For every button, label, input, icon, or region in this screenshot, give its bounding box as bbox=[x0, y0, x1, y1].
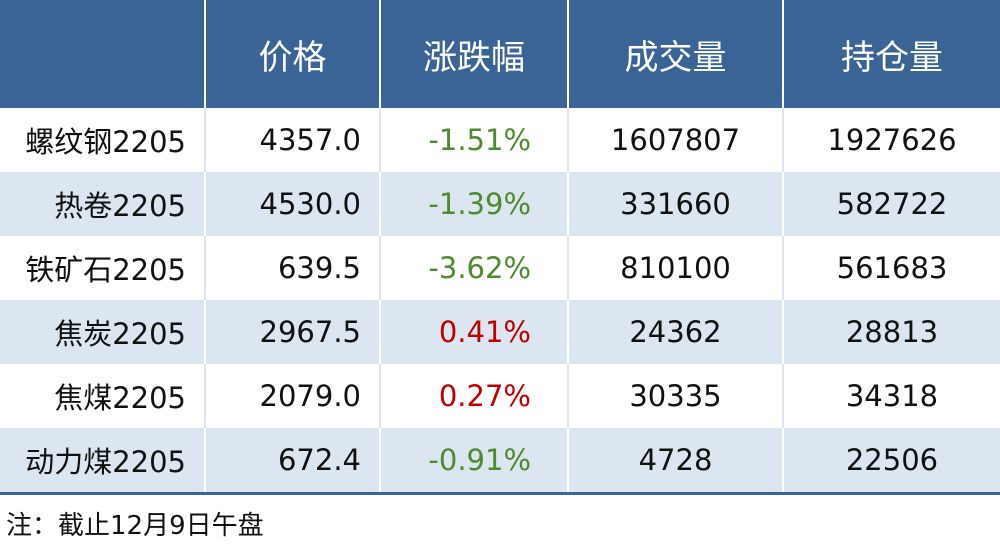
table-cell: 1927626 bbox=[782, 108, 1000, 172]
contract-name: 铁矿石2205 bbox=[0, 236, 205, 300]
table-cell: 561683 bbox=[782, 236, 1000, 300]
table-cell: 24362 bbox=[567, 300, 783, 364]
table-cell: 0.41% bbox=[379, 300, 568, 364]
table-cell: 331660 bbox=[567, 172, 783, 236]
contract-name: 热卷2205 bbox=[0, 172, 205, 236]
table-cell: 4357.0 bbox=[204, 108, 380, 172]
column-header: 持仓量 bbox=[782, 0, 1000, 108]
table-cell: 2079.0 bbox=[204, 364, 380, 428]
table-cell: 4530.0 bbox=[204, 172, 380, 236]
table-cell: 0.27% bbox=[379, 364, 568, 428]
table-cell: 810100 bbox=[567, 236, 783, 300]
table-cell: 1607807 bbox=[567, 108, 783, 172]
table-cell: 672.4 bbox=[204, 428, 380, 495]
table-cell: 30335 bbox=[567, 364, 783, 428]
header-row: 价格 涨跌幅 成交量 持仓量 bbox=[0, 0, 1000, 108]
table-row: 螺纹钢2205 4357.0 -1.51% 1607807 1927626 bbox=[0, 108, 1000, 172]
footnote: 注：截止12月9日午盘 bbox=[6, 511, 264, 541]
contract-name: 焦煤2205 bbox=[0, 364, 205, 428]
contract-name: 螺纹钢2205 bbox=[0, 108, 205, 172]
table-cell: -3.62% bbox=[379, 236, 568, 300]
table-cell: 4728 bbox=[567, 428, 783, 495]
table-row: 动力煤2205 672.4 -0.91% 4728 22506 bbox=[0, 428, 1000, 495]
table-cell: -0.91% bbox=[379, 428, 568, 495]
table-body: 螺纹钢2205 4357.0 -1.51% 1607807 1927626 热卷2205 4… bbox=[0, 108, 1000, 495]
table-cell: 582722 bbox=[782, 172, 1000, 236]
column-header: 涨跌幅 bbox=[379, 0, 568, 108]
column-header: 价格 bbox=[204, 0, 380, 108]
contract-name: 动力煤2205 bbox=[0, 428, 205, 495]
table-row: 热卷2205 4530.0 -1.39% 331660 582722 bbox=[0, 172, 1000, 236]
table-cell: 22506 bbox=[782, 428, 1000, 495]
table-row: 焦炭2205 2967.5 0.41% 24362 28813 bbox=[0, 300, 1000, 364]
table-cell: 639.5 bbox=[204, 236, 380, 300]
table-cell: 28813 bbox=[782, 300, 1000, 364]
table-cell: 34318 bbox=[782, 364, 1000, 428]
table-row: 焦煤2205 2079.0 0.27% 30335 34318 bbox=[0, 364, 1000, 428]
table-cell: -1.39% bbox=[379, 172, 568, 236]
table-cell: -1.51% bbox=[379, 108, 568, 172]
table-row: 铁矿石2205 639.5 -3.62% 810100 561683 bbox=[0, 236, 1000, 300]
column-header: 成交量 bbox=[567, 0, 783, 108]
column-header bbox=[0, 0, 205, 108]
contract-name: 焦炭2205 bbox=[0, 300, 205, 364]
futures-table: 价格 涨跌幅 成交量 持仓量 螺纹钢2205 4357.0 -1.51% 1607807 19… bbox=[0, 0, 1000, 495]
table-cell: 2967.5 bbox=[204, 300, 380, 364]
